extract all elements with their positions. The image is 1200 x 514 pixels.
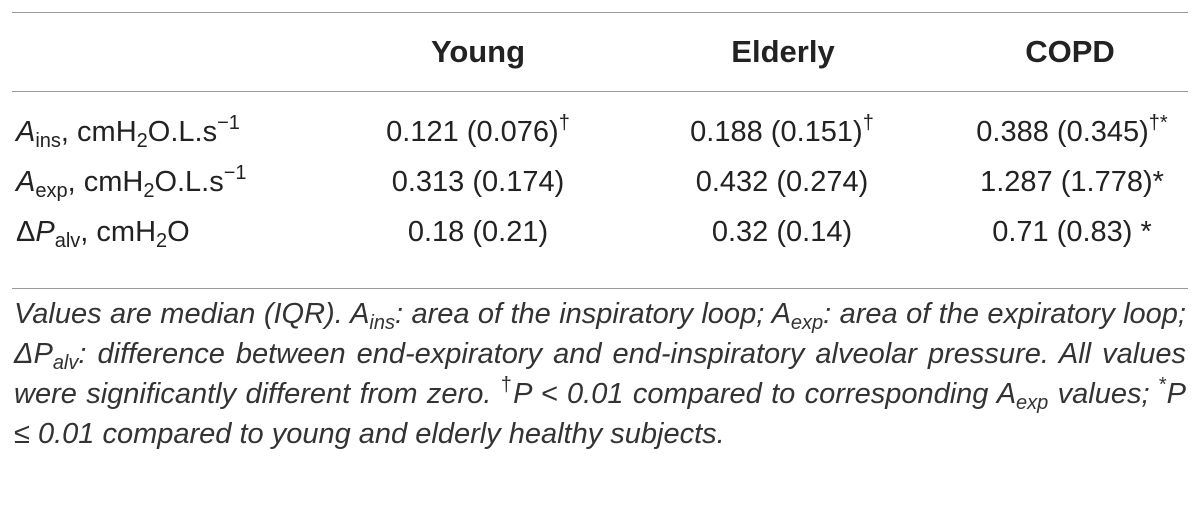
cell-value: 0.18 (0.21) xyxy=(407,216,549,248)
footnote-subscript: ins xyxy=(369,312,395,334)
table-cell: 0.388 (0.345)†* xyxy=(944,110,1200,154)
header-rule xyxy=(12,91,1188,92)
footnote-text: Values are median (IQR). xyxy=(14,298,351,330)
table-row: Aexp, cmH2O.L.s−1 0.313 (0.174) 0.432 (0… xyxy=(0,160,1200,204)
table-cell: 0.432 (0.274) xyxy=(664,160,900,204)
cell-value: 0.313 (0.174) xyxy=(391,166,565,198)
row-unit: , cmH xyxy=(80,216,157,248)
cell-value: 0.121 (0.076) xyxy=(386,116,559,148)
cell-value: 1.287 (1.778)* xyxy=(980,166,1164,198)
row-unit-subscript: 2 xyxy=(156,230,168,252)
row-unit-subscript: 2 xyxy=(136,130,148,152)
row-symbol: A xyxy=(16,116,36,148)
table-top-rule xyxy=(12,12,1188,13)
table-cell: 0.32 (0.14) xyxy=(664,210,900,254)
row-symbol-subscript: exp xyxy=(35,180,68,202)
table-cell: 0.121 (0.076)† xyxy=(360,110,596,154)
footnote-text: P < 0.01 compared to corresponding xyxy=(513,378,997,410)
footnote-symbol: A xyxy=(996,378,1017,410)
footnote-text: : area of the expiratory loop; xyxy=(823,298,1186,330)
cell-value: 0.71 (0.83) * xyxy=(992,216,1152,248)
footnote-text: : area of the inspiratory loop; xyxy=(395,298,772,330)
cell-value: 0.432 (0.274) xyxy=(695,166,869,198)
cell-mark: †* xyxy=(1148,112,1168,134)
column-header-elderly: Elderly xyxy=(731,34,835,69)
table-cell: 1.287 (1.778)* xyxy=(944,160,1200,204)
cell-mark: † xyxy=(862,112,874,134)
cell-value: 0.188 (0.151) xyxy=(690,116,863,148)
footnote-subscript: alv xyxy=(52,352,79,374)
table-row: ΔPalv, cmH2O 0.18 (0.21) 0.32 (0.14) 0.7… xyxy=(0,210,1200,254)
row-unit: O xyxy=(167,216,190,248)
footnote-dagger-mark: † xyxy=(500,374,514,396)
table-bottom-rule xyxy=(12,288,1188,289)
table-cell: 0.18 (0.21) xyxy=(360,210,596,254)
footnote-subscript: exp xyxy=(790,312,824,334)
table-row: Ains, cmH2O.L.s−1 0.121 (0.076)† 0.188 (… xyxy=(0,110,1200,154)
footnote-text: values; xyxy=(1048,378,1159,410)
footnote-star-mark: * xyxy=(1158,374,1167,396)
footnote-symbol: A xyxy=(771,298,791,330)
row-label: ΔPalv, cmH2O xyxy=(16,210,190,254)
footnote-symbol: ΔP xyxy=(14,338,53,370)
row-symbol-subscript: ins xyxy=(35,130,61,152)
footnote-subscript: exp xyxy=(1016,392,1049,414)
column-header-copd: COPD xyxy=(1025,34,1115,69)
column-header-young: Young xyxy=(430,34,526,69)
row-symbol: A xyxy=(16,166,36,198)
row-label: Aexp, cmH2O.L.s−1 xyxy=(16,160,247,204)
footnote-text: : difference between end-expiratory and … xyxy=(14,338,1186,410)
row-label: Ains, cmH2O.L.s−1 xyxy=(16,110,240,154)
row-unit-superscript: −1 xyxy=(217,112,240,134)
cell-value: 0.32 (0.14) xyxy=(711,216,853,248)
row-symbol-subscript: alv xyxy=(54,230,81,252)
row-symbol: P xyxy=(35,216,55,248)
row-unit: O.L.s xyxy=(147,116,218,148)
table-footnote: Values are median (IQR). Ains: area of t… xyxy=(14,294,1186,454)
row-unit-subscript: 2 xyxy=(143,180,155,202)
row-unit-superscript: −1 xyxy=(223,162,247,184)
row-symbol-prefix: Δ xyxy=(16,216,36,248)
row-unit: , cmH xyxy=(67,166,144,198)
footnote-text: P ≤ 0.01 compared to young and elderly h… xyxy=(14,378,1187,450)
row-unit: O.L.s xyxy=(154,166,224,198)
cell-value: 0.388 (0.345) xyxy=(976,116,1149,148)
footnote-symbol: A xyxy=(350,298,370,330)
table-cell: 0.188 (0.151)† xyxy=(664,110,900,154)
cell-mark: † xyxy=(558,112,570,134)
table-cell: 0.71 (0.83) * xyxy=(944,210,1200,254)
table-cell: 0.313 (0.174) xyxy=(360,160,596,204)
row-unit: , cmH xyxy=(60,116,137,148)
